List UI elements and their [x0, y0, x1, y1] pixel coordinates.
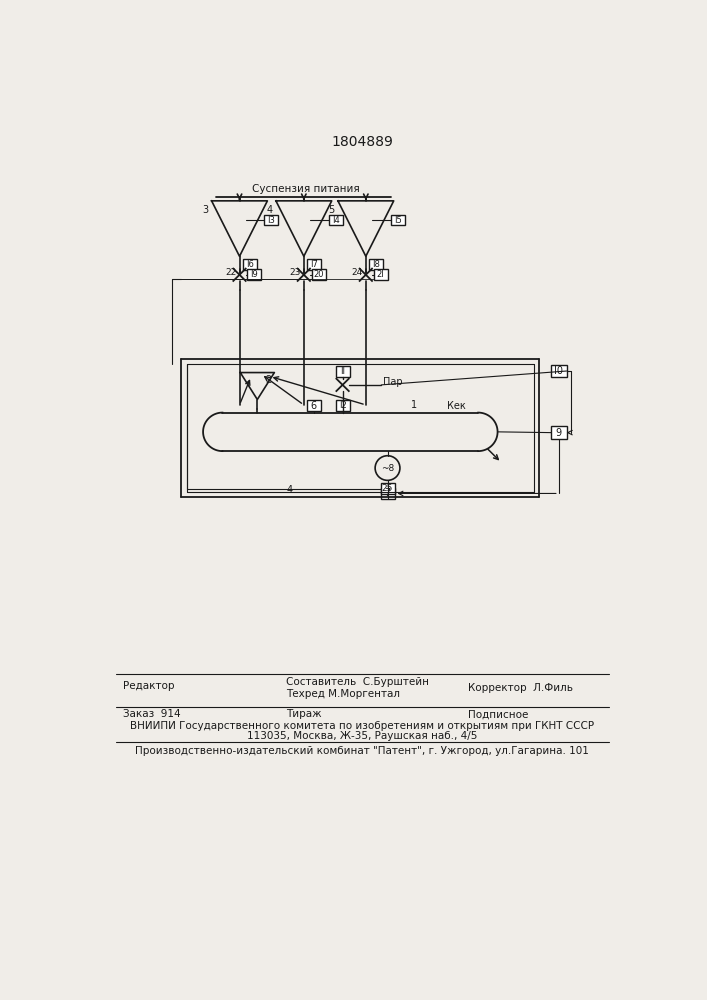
Text: 9: 9	[556, 428, 562, 438]
Bar	[373, 269, 387, 280]
Text: 113035, Москва, Ж-35, Раушская наб., 4/5: 113035, Москва, Ж-35, Раушская наб., 4/5	[247, 731, 477, 741]
Text: I5: I5	[394, 216, 402, 225]
Text: Пар: Пар	[383, 377, 403, 387]
Text: I2: I2	[339, 401, 346, 410]
Bar	[264, 215, 279, 225]
Bar	[551, 426, 566, 439]
Text: Техред М.Моргентал: Техред М.Моргентал	[286, 689, 400, 699]
Text: 22: 22	[226, 268, 237, 277]
Bar	[336, 366, 349, 377]
Bar	[307, 400, 321, 411]
Bar	[307, 259, 321, 270]
Bar	[243, 259, 257, 270]
Text: I0: I0	[554, 366, 563, 376]
Text: 3: 3	[202, 205, 209, 215]
Text: ~8: ~8	[381, 464, 394, 473]
Text: 2I: 2I	[377, 270, 385, 279]
Text: Подписное: Подписное	[468, 709, 529, 719]
Text: I3: I3	[267, 216, 275, 225]
Text: Кек: Кек	[447, 401, 466, 411]
Text: 23: 23	[290, 268, 301, 277]
Bar	[369, 259, 383, 270]
Text: I8: I8	[372, 260, 380, 269]
Bar	[380, 488, 395, 499]
Text: I7: I7	[310, 260, 318, 269]
Text: 7: 7	[385, 488, 391, 498]
Bar	[336, 400, 349, 411]
Text: I9: I9	[250, 270, 258, 279]
Bar	[380, 483, 395, 494]
Text: 1804889: 1804889	[331, 135, 393, 149]
Bar	[247, 269, 261, 280]
Text: 2: 2	[265, 375, 271, 385]
Text: II: II	[340, 367, 345, 376]
Text: I4: I4	[332, 216, 339, 225]
Text: 1: 1	[411, 400, 417, 410]
Text: 24: 24	[351, 268, 363, 277]
Text: Суспензия питания: Суспензия питания	[252, 184, 359, 194]
Text: Составитель  С.Бурштейн: Составитель С.Бурштейн	[286, 677, 429, 687]
Text: Заказ  914: Заказ 914	[123, 709, 181, 719]
Bar	[551, 365, 566, 377]
Text: Корректор  Л.Филь: Корректор Л.Филь	[468, 683, 573, 693]
Text: 4: 4	[287, 485, 293, 495]
Text: Тираж: Тираж	[286, 709, 322, 719]
Bar	[329, 215, 343, 225]
Text: Производственно-издательский комбинат "Патент", г. Ужгород, ул.Гагарина. 101: Производственно-издательский комбинат "П…	[135, 746, 589, 756]
Text: Редактор: Редактор	[123, 681, 175, 691]
Text: I6: I6	[245, 260, 254, 269]
Text: 6: 6	[311, 401, 317, 411]
Text: 4: 4	[267, 205, 273, 215]
Text: 25: 25	[382, 484, 393, 493]
Bar	[312, 269, 325, 280]
Text: 5: 5	[329, 205, 335, 215]
Text: 20: 20	[313, 270, 324, 279]
Text: ВНИИПИ Государственного комитета по изобретениям и открытиям при ГКНТ СССР: ВНИИПИ Государственного комитета по изоб…	[130, 721, 594, 731]
Bar	[391, 215, 404, 225]
